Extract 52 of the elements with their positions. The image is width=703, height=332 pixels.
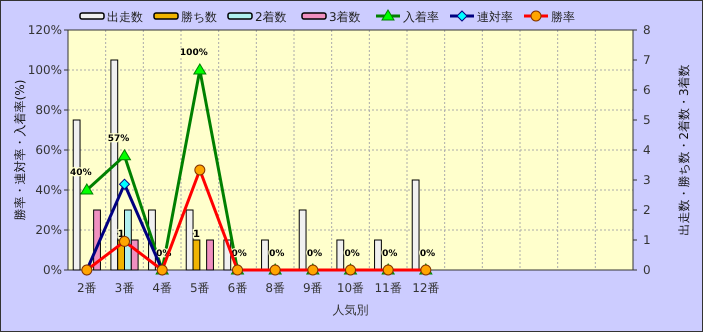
y-tick-label: 20% <box>35 223 62 237</box>
legend-label: 2着数 <box>255 10 287 24</box>
x-tick-label: 11番 <box>374 281 402 295</box>
y-tick-label: 120% <box>28 23 62 37</box>
y-tick-label: 100% <box>28 63 62 77</box>
x-tick-label: 2番 <box>77 281 97 295</box>
data-label: 0% <box>420 249 436 259</box>
bar <box>261 240 269 270</box>
y2-tick-label: 8 <box>643 23 651 37</box>
y2-tick-label: 4 <box>643 143 651 157</box>
legend-label: 勝率 <box>551 10 575 24</box>
y2-tick-label: 1 <box>643 233 651 247</box>
x-tick-label: 10番 <box>336 281 364 295</box>
legend-label: 出走数 <box>107 10 143 24</box>
point <box>80 184 94 194</box>
y-tick-label: 40% <box>35 183 62 197</box>
legend-label: 連対率 <box>477 10 513 24</box>
x-axis-title: 人気別 <box>332 303 368 317</box>
y2-tick-label: 5 <box>643 113 651 127</box>
y2-tick-label: 0 <box>643 263 651 277</box>
legend-label: 入着率 <box>403 10 439 24</box>
y-tick-label: 0% <box>42 263 62 277</box>
data-label: 100% <box>180 48 208 58</box>
legend-label: 3着数 <box>329 10 361 24</box>
data-label: 0% <box>382 249 398 259</box>
point <box>119 178 130 190</box>
data-label: 1 <box>192 229 200 240</box>
y2-axis-title: 出走数・勝ち数・2着数・3着数 <box>677 64 691 236</box>
x-tick-label: 3番 <box>114 281 134 295</box>
x-tick-label: 12番 <box>412 281 440 295</box>
y-axis-title: 勝率・連対率・入着率(%) <box>13 80 27 220</box>
point <box>193 64 206 74</box>
bar <box>206 240 214 270</box>
data-label: 0% <box>269 249 284 259</box>
x-tick-label: 8番 <box>265 281 285 295</box>
y2-tick-label: 7 <box>643 53 651 67</box>
x-tick-label: 6番 <box>228 281 248 295</box>
bar <box>298 210 307 270</box>
legend-label: 勝ち数 <box>181 10 217 24</box>
x-tick-label: 5番 <box>190 281 210 295</box>
y-tick-label: 60% <box>35 143 62 157</box>
y2-tick-label: 6 <box>643 83 651 97</box>
bar <box>412 180 420 270</box>
x-tick-label: 9番 <box>303 281 323 295</box>
data-label: 0% <box>306 249 322 259</box>
data-label: 0% <box>344 249 360 259</box>
bar <box>374 240 382 270</box>
point <box>118 149 131 160</box>
y-tick-label: 80% <box>35 103 62 117</box>
y2-tick-label: 3 <box>643 173 651 187</box>
y2-tick-label: 2 <box>643 203 651 217</box>
x-tick-label: 4番 <box>152 281 172 295</box>
